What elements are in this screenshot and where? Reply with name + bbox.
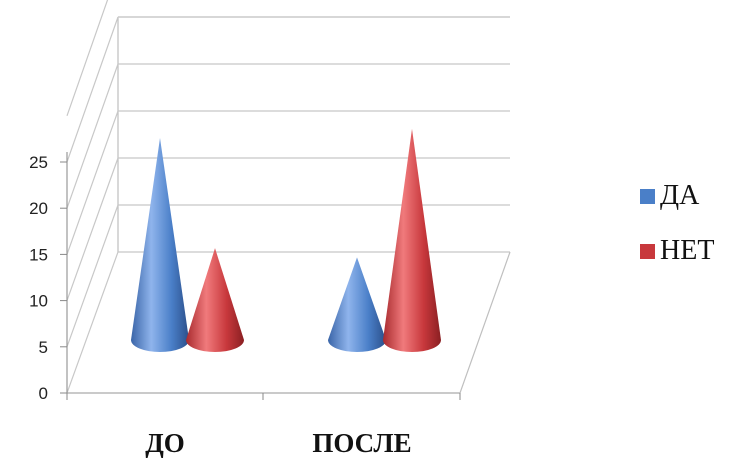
x-tick-label-0: ДО (145, 428, 185, 458)
side-gridline-0 (66, 251, 119, 394)
cone-body (328, 257, 386, 352)
cone-0-0 (131, 138, 189, 352)
y-tick-label-5: 25 (29, 153, 48, 172)
x-tick-label-1: ПОСЛЕ (312, 428, 411, 458)
cone-1-0 (328, 257, 386, 352)
gridlines (66, 0, 510, 394)
side-gridline-4 (66, 63, 119, 209)
side-gridline-3 (66, 110, 119, 255)
legend: ДА НЕТ (640, 180, 714, 266)
cone-1-1 (383, 128, 441, 352)
y-tick-label-1: 5 (39, 338, 48, 357)
side-gridline-5 (66, 16, 119, 163)
cone-0-1 (186, 248, 244, 352)
cones (131, 128, 441, 352)
cone-body (131, 138, 189, 352)
legend-swatch-0 (640, 189, 655, 204)
y-tick-label-4: 20 (29, 199, 48, 218)
legend-label-1: НЕТ (660, 235, 714, 266)
y-axis: 0 5 10 15 20 25 (29, 152, 68, 403)
back-wall (117, 16, 510, 252)
x-axis-labels: ДО ПОСЛЕ (145, 428, 411, 458)
y-tick-label-2: 10 (29, 292, 48, 311)
legend-label-0: ДА (660, 180, 700, 211)
cone-body (383, 128, 441, 352)
side-gridline-1 (66, 204, 119, 348)
cone-body (186, 248, 244, 352)
legend-swatch-1 (640, 244, 655, 259)
y-tick-label-3: 15 (29, 245, 48, 264)
floor-right-edge (459, 251, 511, 394)
side-gridline-6 (66, 0, 109, 116)
floor (66, 251, 511, 400)
y-tick-label-0: 0 (39, 384, 48, 403)
side-gridline-2 (66, 157, 119, 301)
